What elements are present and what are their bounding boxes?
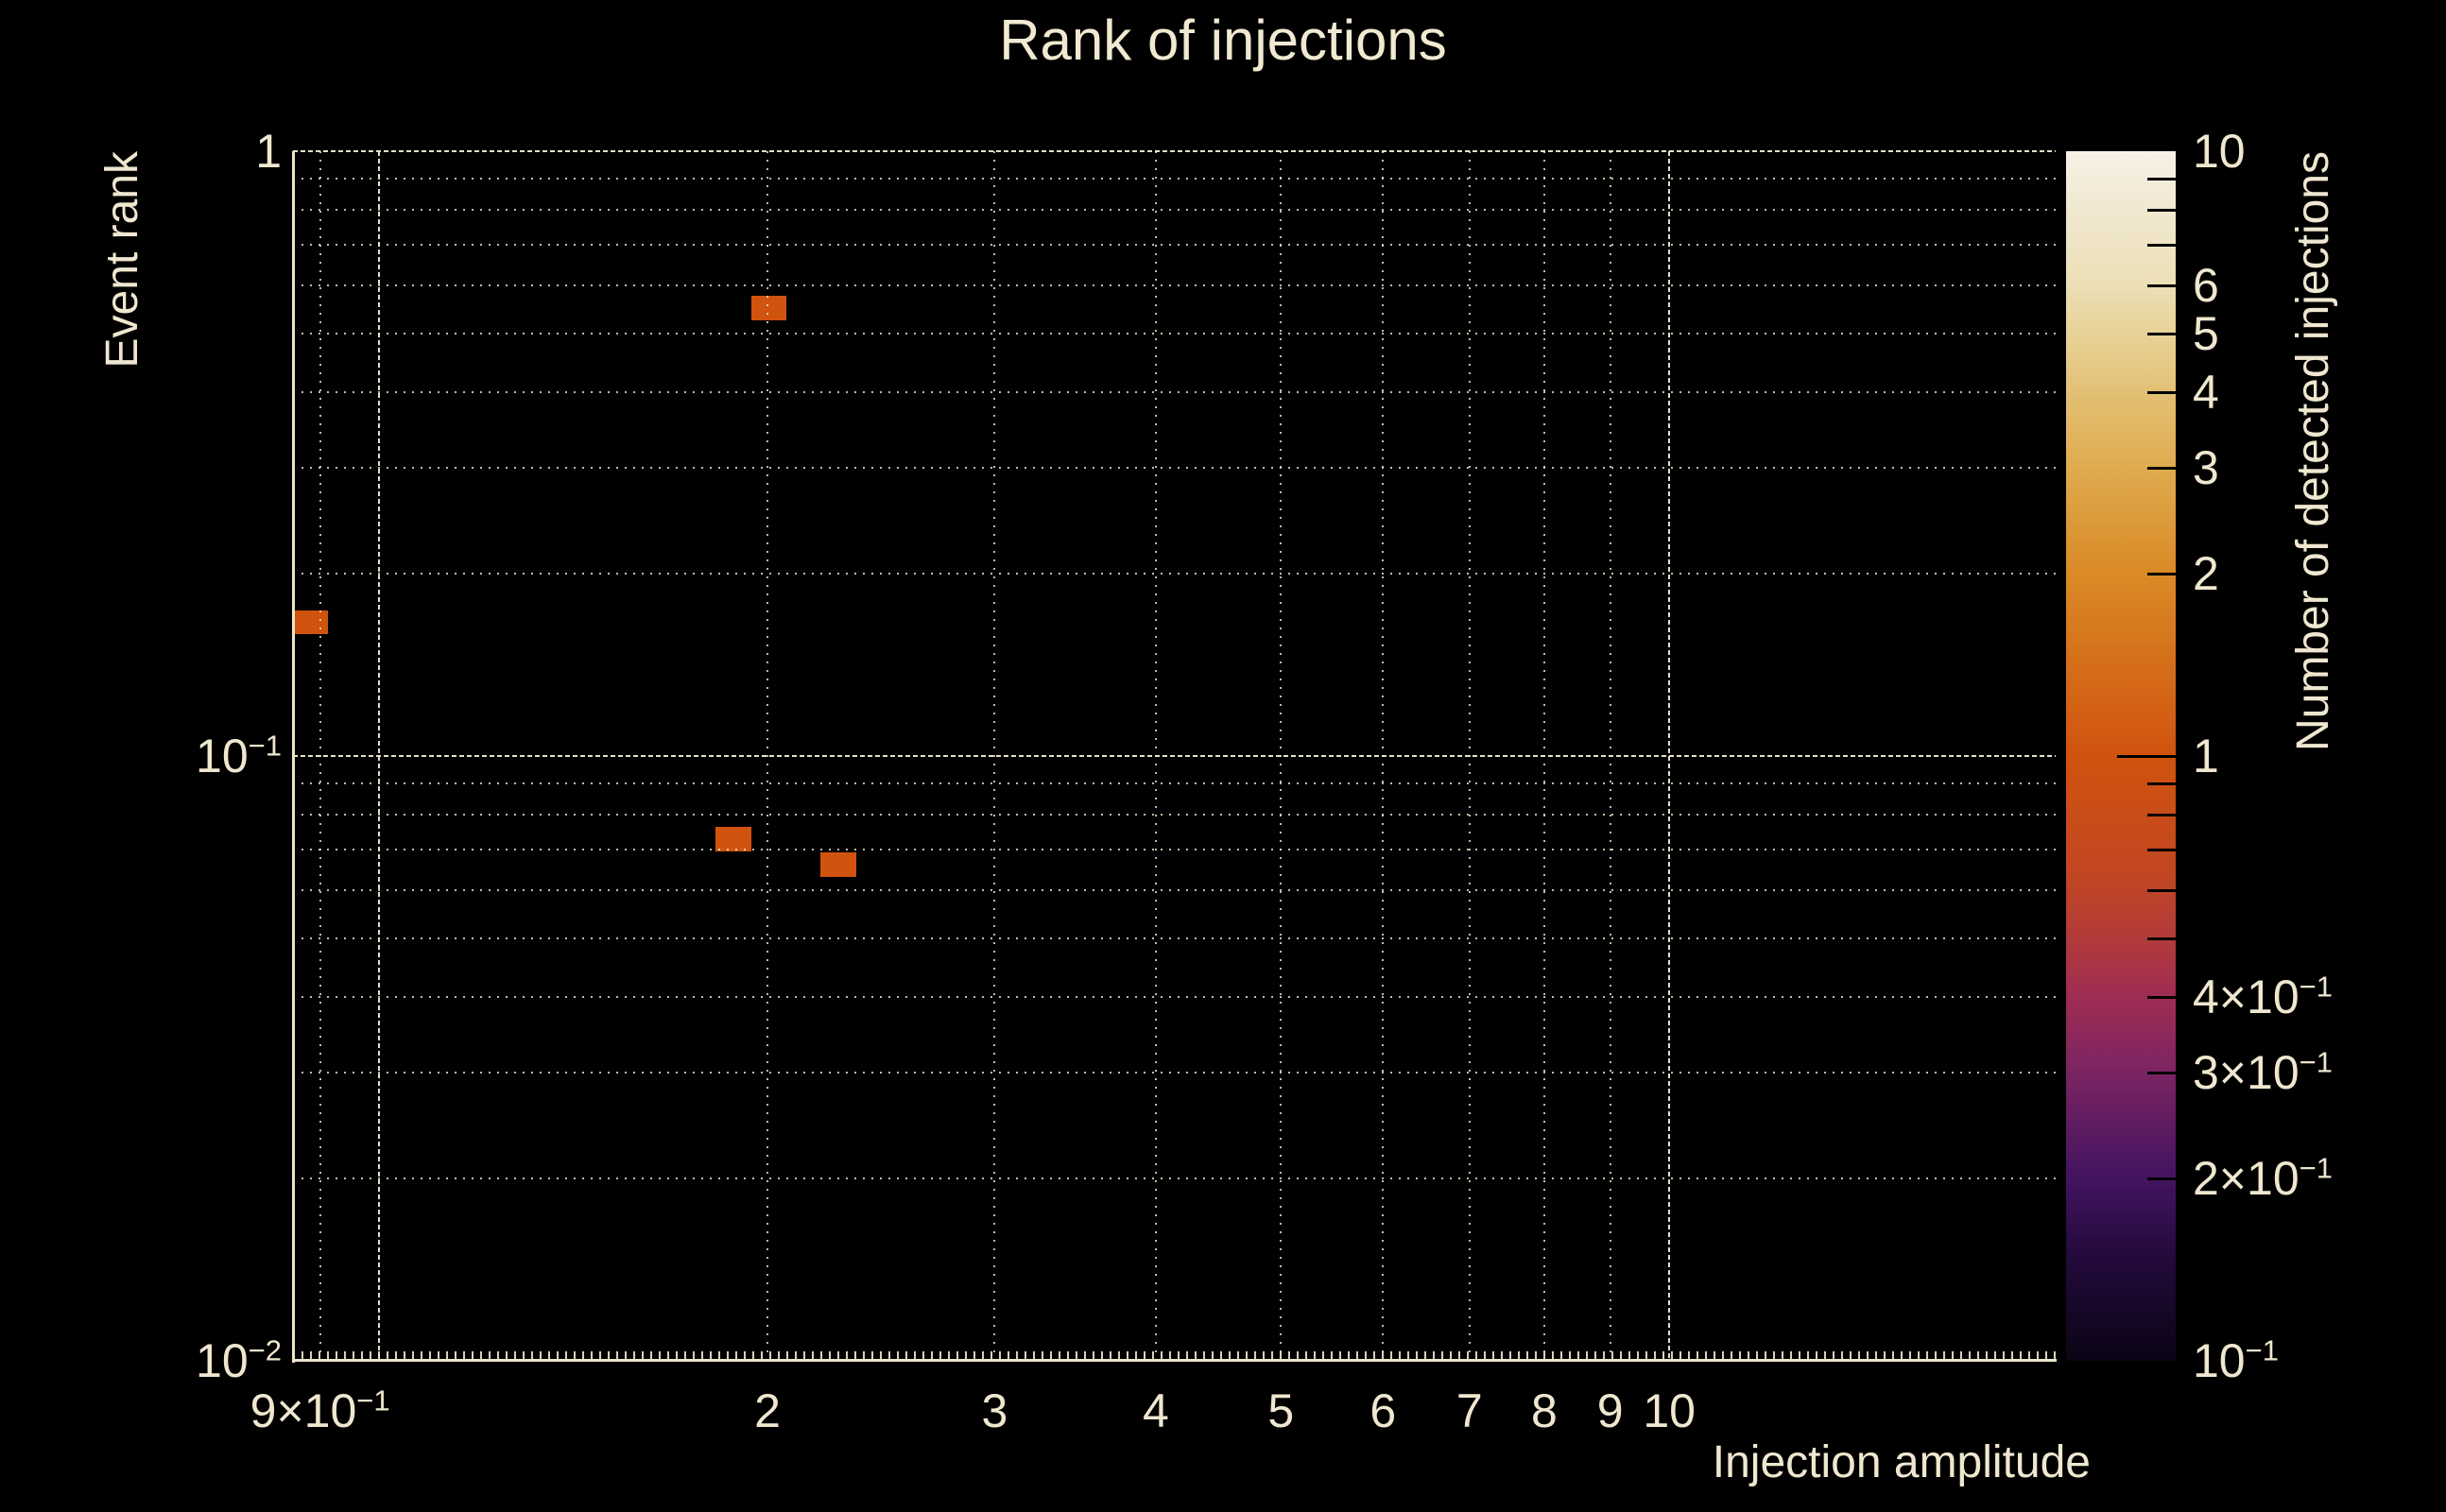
colorbar-tick (2147, 244, 2176, 248)
colorbar-tick-label: 10 (2193, 125, 2246, 178)
gridline-y (293, 209, 2056, 212)
histogram-bin (715, 826, 751, 852)
gridline-y (293, 1071, 2056, 1074)
gridline-x (767, 151, 769, 1361)
x-tick-label: 7 (1456, 1384, 1483, 1437)
colorbar-tick-label: 2×10−1 (2193, 1151, 2333, 1206)
gridline-y (293, 814, 2056, 816)
x-tick-label: 2 (754, 1384, 781, 1437)
colorbar-tick (2147, 178, 2176, 181)
colorbar-tick (2147, 466, 2176, 470)
colorbar-label: Number of detected injections (2287, 151, 2339, 751)
gridline-y (293, 284, 2056, 286)
gridline-x (993, 151, 996, 1361)
colorbar-tick (2117, 755, 2176, 758)
colorbar-tick (2147, 284, 2176, 287)
gridline-y (293, 332, 2056, 335)
gridline-y (293, 995, 2056, 998)
y-tick-label: 10−1 (196, 729, 282, 782)
gridline-x (1542, 151, 1545, 1361)
gridline-x (1280, 151, 1283, 1361)
colorbar-tick (2147, 849, 2176, 852)
colorbar-tick-label: 3×10−1 (2193, 1044, 2333, 1099)
colorbar-tick (2147, 1177, 2176, 1181)
x-tick-label: 4 (1143, 1384, 1169, 1437)
colorbar-label-text: Number of detected injections (2288, 151, 2338, 752)
gridline-y (293, 888, 2056, 891)
gridline-x (1382, 151, 1385, 1361)
x-tick-label: 9 (1596, 1384, 1624, 1437)
colorbar-tick (2147, 936, 2176, 940)
colorbar-tick (2147, 995, 2176, 999)
gridline-x (1609, 151, 1611, 1361)
colorbar-tick (2147, 390, 2176, 394)
gridline-y (293, 1177, 2056, 1180)
histogram-bin (820, 851, 857, 877)
colorbar-tick (2147, 209, 2176, 213)
gridline-y (293, 849, 2056, 851)
colorbar-tick (2147, 573, 2176, 576)
x-tick-label: 9×10−1 (250, 1383, 390, 1437)
colorbar-tick-label: 2 (2193, 547, 2219, 601)
x-tick-label: 10 (1643, 1384, 1696, 1437)
chart-title: Rank of injections (999, 9, 1447, 72)
gridline-y (293, 466, 2056, 469)
gridline-x (1668, 151, 1671, 1361)
x-axis-label-text: Injection amplitude (1712, 1437, 2091, 1487)
y-axis-label-text: Event rank (97, 151, 147, 369)
colorbar-tick (2147, 332, 2176, 335)
gridline-y (293, 150, 2056, 152)
colorbar-tick (2147, 814, 2176, 817)
colorbar-tick-label: 4 (2193, 365, 2219, 419)
x-axis-minor-ticks (293, 1351, 2056, 1359)
gridline-y (293, 244, 2056, 247)
x-tick-label: 6 (1369, 1384, 1397, 1437)
gridline-y (293, 178, 2056, 180)
gridline-x (1154, 151, 1157, 1361)
x-axis-label: Injection amplitude (1713, 1436, 2091, 1488)
gridline-y (293, 782, 2056, 785)
colorbar-tick-label: 6 (2193, 258, 2219, 312)
gridline-y (293, 390, 2056, 393)
colorbar-tick-label: 1 (2193, 730, 2219, 782)
colorbar-tick-label: 5 (2193, 306, 2219, 360)
colorbar-tick-label: 4×10−1 (2193, 970, 2333, 1023)
colorbar-tick (2147, 1071, 2176, 1074)
y-axis-spine (292, 151, 295, 1363)
gridline-x (378, 151, 381, 1361)
histogram-bin (750, 295, 786, 321)
gridline-y (293, 936, 2056, 939)
x-axis-spine (292, 1359, 2057, 1362)
colorbar-tick (2147, 782, 2176, 786)
colorbar-tick-label: 3 (2193, 440, 2219, 494)
x-tick-label: 8 (1530, 1384, 1558, 1437)
gridline-x (1468, 151, 1471, 1361)
gridline-y (293, 573, 2056, 576)
histogram-bin (294, 610, 329, 635)
y-tick-label: 10−2 (196, 1333, 282, 1387)
x-tick-label: 5 (1267, 1384, 1295, 1437)
gridline-y (293, 755, 2056, 757)
colorbar-tick (2147, 888, 2176, 892)
colorbar-tick-label: 10−1 (2193, 1333, 2279, 1387)
x-tick-label: 3 (981, 1384, 1008, 1437)
y-axis-label: Event rank (96, 151, 148, 368)
gridline-x (319, 151, 321, 1361)
y-tick-label: 1 (255, 125, 282, 178)
